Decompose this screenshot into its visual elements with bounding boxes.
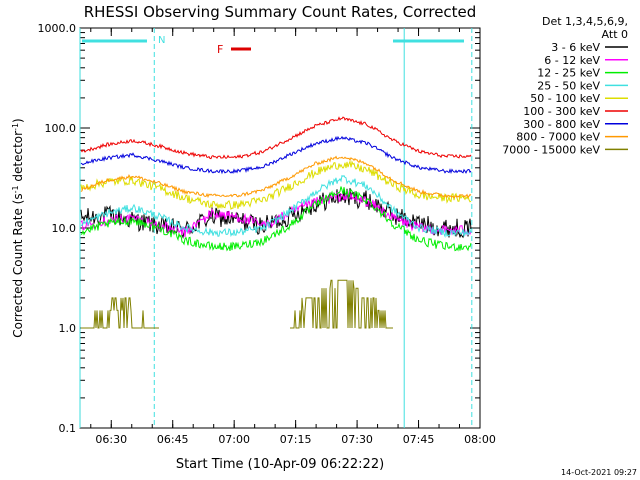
x-tick-label: 07:00	[218, 433, 250, 446]
x-tick-label: 06:30	[95, 433, 127, 446]
footer-timestamp: 14-Oct-2021 09:27	[561, 468, 637, 477]
legend-header-line2: Att 0	[602, 28, 628, 41]
y-label-sup2: -1	[11, 123, 20, 131]
y-tick-label: 1000.0	[38, 22, 77, 35]
svg-text:Corrected Count Rate (s-1 dete: Corrected Count Rate (s-1 detector-1)	[11, 118, 26, 337]
series-line-50-100-keV	[80, 159, 472, 210]
x-tick-label: 07:45	[403, 433, 435, 446]
series-line-3-6-keV	[80, 188, 472, 239]
legend-label: 7000 - 15000 keV	[502, 143, 600, 156]
series-line-12-25-keV	[80, 186, 472, 252]
legend-label: 3 - 6 keV	[551, 41, 600, 54]
y-label-main: Corrected Count Rate (s	[11, 193, 25, 337]
legend-label: 800 - 7000 keV	[516, 131, 600, 144]
y-axis-label: Corrected Count Rate (s-1 detector-1)	[11, 118, 26, 337]
x-tick-label: 07:15	[280, 433, 312, 446]
legend-header-line1: Det 1,3,4,5,6,9,	[542, 15, 628, 28]
y-label-sup1: -1	[11, 185, 20, 193]
y-tick-label: 1.0	[59, 322, 77, 335]
legend-label: 12 - 25 keV	[537, 67, 600, 80]
y-axis: 0.1 1.0 10.0 100.0 1000.0	[38, 22, 480, 435]
legend-label: 100 - 300 keV	[523, 105, 600, 118]
series-line-7000-15000-keV	[81, 279, 393, 329]
y-label-mid: detector	[11, 131, 25, 186]
x-axis-label: Start Time (10-Apr-09 06:22:22)	[176, 457, 384, 472]
legend-label: 50 - 100 keV	[530, 92, 600, 105]
night-flag-label: N	[158, 35, 165, 46]
y-label-end: )	[11, 118, 25, 123]
series-line-100-300-keV	[80, 116, 472, 160]
flag-bars: N F	[82, 35, 464, 56]
legend-label: 6 - 12 keV	[544, 54, 600, 67]
series-line-800-7000-keV	[80, 155, 472, 199]
chart-title: RHESSI Observing Summary Count Rates, Co…	[84, 3, 477, 21]
legend-label: 25 - 50 keV	[537, 79, 600, 92]
x-tick-label: 08:00	[464, 433, 496, 446]
series-line-25-50-keV	[80, 174, 472, 239]
x-axis: 06:30 06:45 07:00 07:15 07:30 07:45 08:00	[90, 28, 496, 446]
series-line-300-800-keV	[80, 135, 472, 175]
y-tick-label: 10.0	[52, 222, 77, 235]
flare-flag-label: F	[217, 43, 223, 56]
y-tick-label: 0.1	[59, 422, 77, 435]
x-tick-label: 06:45	[157, 433, 189, 446]
legend-label: 300 - 800 keV	[523, 118, 600, 131]
data-series	[80, 116, 472, 329]
x-tick-label: 07:30	[341, 433, 373, 446]
y-tick-label: 100.0	[45, 122, 77, 135]
